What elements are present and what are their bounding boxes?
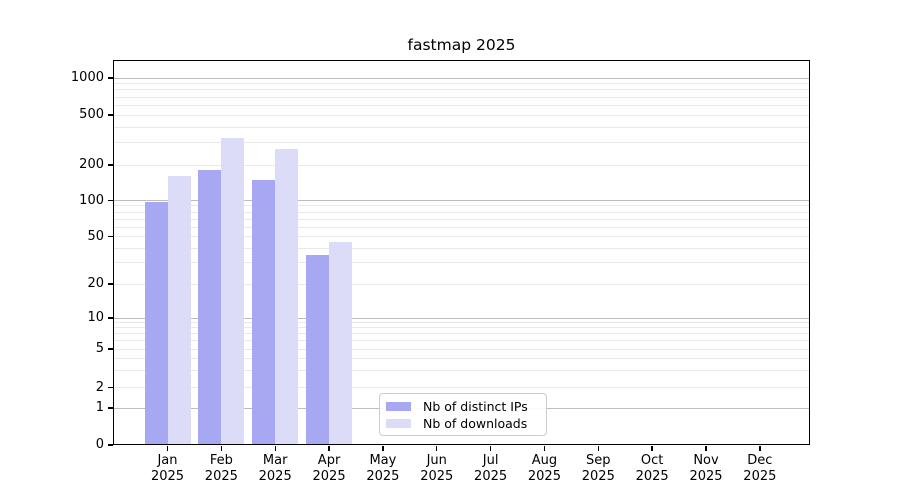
x-tick-label: Nov 2025 <box>689 453 723 484</box>
x-tick-label: Dec 2025 <box>743 453 777 484</box>
x-tick-mark <box>328 446 330 451</box>
bar-downloads-feb <box>221 137 245 445</box>
x-tick-mark <box>436 446 438 451</box>
gridline-major <box>114 317 809 319</box>
legend-label: Nb of distinct IPs <box>423 399 528 414</box>
y-tick-mark <box>108 164 113 166</box>
y-tick-label: 5 <box>95 341 104 356</box>
x-tick-label: Sep 2025 <box>581 453 615 484</box>
gridline-minor <box>114 387 809 388</box>
y-tick-label: 100 <box>79 192 104 208</box>
x-tick-mark <box>489 446 492 451</box>
x-tick-label: Oct 2025 <box>635 453 669 484</box>
legend-row: Nb of distinct IPs <box>386 399 538 414</box>
x-tick-mark <box>759 446 761 451</box>
x-tick-label: May 2025 <box>366 453 400 484</box>
x-tick-mark <box>543 446 546 451</box>
bar-downloads-mar <box>275 148 299 445</box>
x-tick-mark <box>651 446 653 451</box>
legend-swatch-distinct-ips <box>386 402 411 411</box>
y-tick-mark <box>108 283 113 285</box>
x-tick-label: Apr 2025 <box>312 453 346 484</box>
y-tick-mark <box>108 114 113 116</box>
y-tick-mark <box>108 235 113 238</box>
gridline-minor <box>114 322 809 324</box>
x-tick-mark <box>220 446 223 451</box>
y-tick-label: 1 <box>95 400 104 415</box>
gridline-minor <box>114 126 809 128</box>
gridline-minor <box>114 96 809 98</box>
y-tick-label: 50 <box>87 228 104 244</box>
y-tick-label: 2 <box>95 379 104 395</box>
legend-row: Nb of downloads <box>386 416 538 431</box>
x-tick-mark <box>597 446 599 451</box>
legend-swatch-downloads <box>386 419 411 428</box>
y-tick-label: 0 <box>95 437 104 452</box>
gridline-minor <box>114 262 809 264</box>
y-tick-label: 20 <box>87 276 104 291</box>
y-tick-mark <box>108 199 113 202</box>
gridline-minor <box>114 357 809 359</box>
bar-downloads-jan <box>167 176 191 445</box>
x-tick-label: Mar 2025 <box>258 453 292 484</box>
bar-downloads-apr <box>329 241 353 445</box>
plot-area-border <box>113 60 810 445</box>
y-tick-mark <box>108 317 113 319</box>
y-tick-label: 1000 <box>70 70 104 85</box>
gridline-minor <box>114 89 809 91</box>
gridline-minor <box>114 348 809 350</box>
gridline-minor <box>114 283 809 285</box>
x-tick-mark <box>382 446 384 451</box>
y-tick-mark <box>108 444 113 446</box>
bar-distinct-ips-mar <box>252 179 276 445</box>
gridline-minor <box>114 226 809 228</box>
y-tick-mark <box>108 407 113 409</box>
y-tick-label: 500 <box>79 107 104 122</box>
x-tick-label: Jul 2025 <box>474 453 508 484</box>
gridline-minor <box>114 104 809 106</box>
gridline-minor <box>114 114 809 116</box>
y-tick-label: 200 <box>79 157 104 172</box>
x-tick-mark <box>166 446 169 451</box>
y-tick-label: 10 <box>87 310 104 325</box>
x-tick-label: Jun 2025 <box>420 453 454 484</box>
bar-distinct-ips-apr <box>306 254 330 445</box>
x-tick-mark <box>705 446 707 451</box>
gridline-minor <box>114 83 809 85</box>
bar-distinct-ips-jan <box>144 202 168 445</box>
gridline-minor <box>114 205 809 207</box>
bar-distinct-ips-feb <box>198 170 222 445</box>
y-tick-mark <box>108 386 113 389</box>
gridline-minor <box>114 247 809 249</box>
gridline-major <box>114 200 809 201</box>
x-tick-mark <box>274 446 276 451</box>
x-tick-label: Feb 2025 <box>204 453 238 484</box>
y-tick-mark <box>108 77 113 79</box>
gridline-minor <box>114 327 809 329</box>
chart-title: fastmap 2025 <box>407 36 516 54</box>
gridline-minor <box>114 340 809 342</box>
legend: Nb of distinct IPs Nb of downloads <box>379 393 547 436</box>
x-tick-label: Aug 2025 <box>527 453 561 484</box>
gridline-minor <box>114 211 809 213</box>
legend-label: Nb of downloads <box>423 416 528 431</box>
y-tick-mark <box>108 348 113 350</box>
gridline-major <box>114 77 809 79</box>
x-tick-label: Jan 2025 <box>150 453 185 484</box>
gridline-minor <box>114 142 809 144</box>
gridline-minor <box>114 333 809 335</box>
gridline-minor <box>114 164 809 166</box>
gridline-minor <box>114 369 809 371</box>
gridline-minor <box>114 236 809 237</box>
gridline-minor <box>114 218 809 220</box>
